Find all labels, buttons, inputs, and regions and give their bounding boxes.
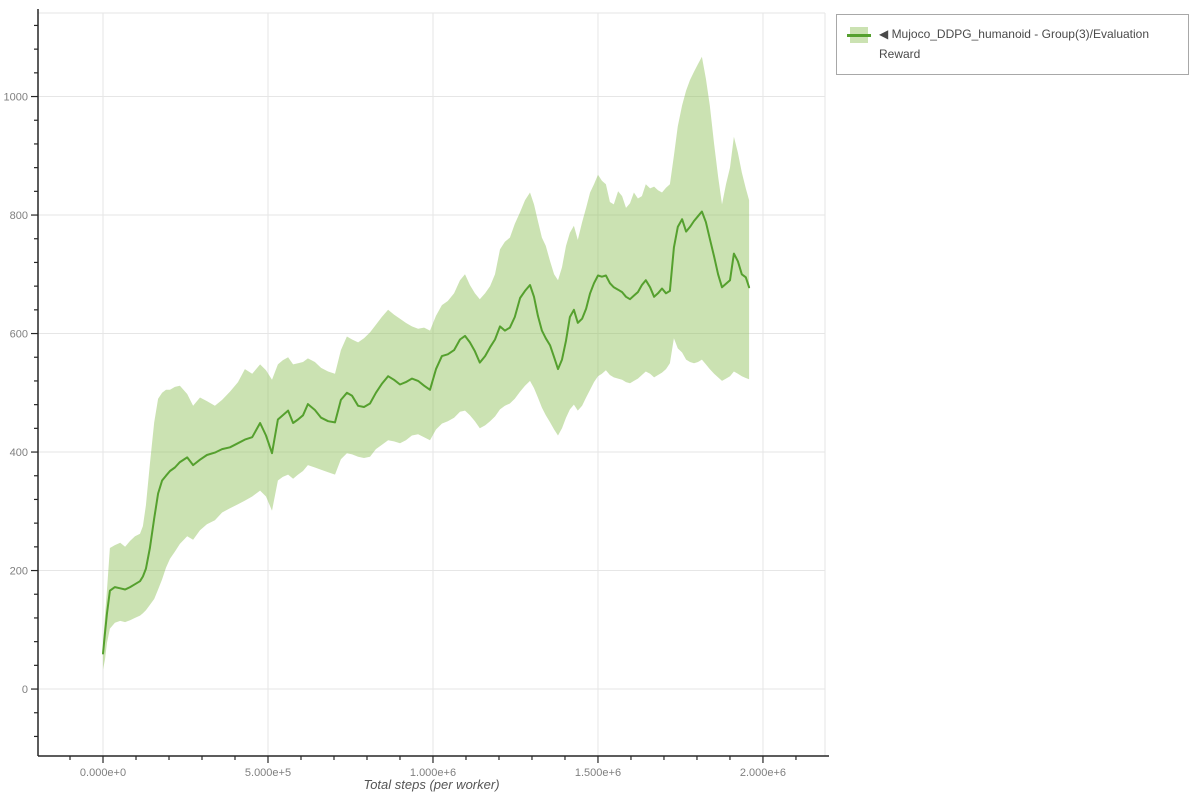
- y-tick-label: 1000: [4, 92, 28, 104]
- y-tick-label: 800: [10, 210, 28, 222]
- x-tick-label: 0.000e+0: [80, 767, 126, 779]
- ticks: 0.000e+0 5.000e+5 1.000e+6 1.500e+6 2.000e+6…: [4, 24, 797, 779]
- legend[interactable]: ◀ Mujoco_DDPG_humanoid - Group(3)/Evalua…: [836, 14, 1189, 75]
- x-tick-label: 1.500e+6: [575, 767, 621, 779]
- gridlines: [38, 12, 826, 756]
- x-tick-label: 1.000e+6: [410, 767, 456, 779]
- y-tick-label: 600: [10, 329, 28, 341]
- legend-label: ◀ Mujoco_DDPG_humanoid - Group(3)/Evalua…: [879, 27, 1150, 62]
- legend-swatch-icon: [847, 27, 871, 43]
- y-tick-label: 400: [10, 447, 28, 459]
- x-axis-title: Total steps (per worker): [363, 777, 500, 792]
- y-tick-label: 0: [22, 684, 28, 696]
- legend-line-color: [847, 33, 871, 37]
- y-tick-label: 200: [10, 566, 28, 578]
- x-tick-label: 5.000e+5: [245, 767, 291, 779]
- confidence-band: [103, 56, 750, 670]
- x-tick-label: 2.000e+6: [740, 767, 786, 779]
- mean-line: [102, 210, 751, 655]
